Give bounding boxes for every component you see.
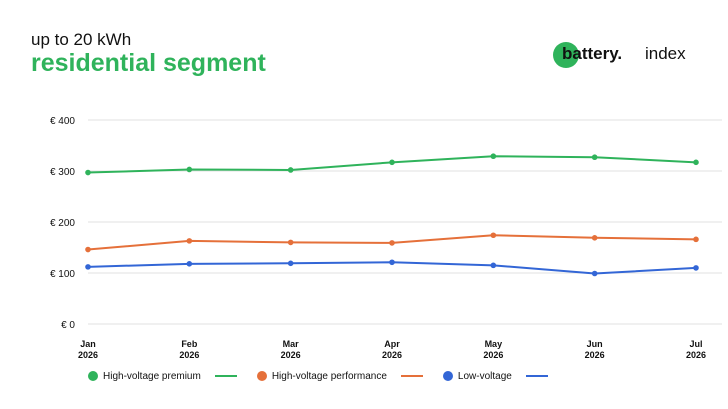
data-point bbox=[85, 264, 91, 270]
data-point bbox=[591, 270, 598, 277]
chart-legend: High-voltage premium High-voltage perform… bbox=[88, 368, 568, 384]
data-point bbox=[85, 246, 91, 253]
y-tick-label: € 400 bbox=[50, 116, 75, 127]
x-tick-month: Feb bbox=[181, 339, 198, 349]
data-point bbox=[85, 169, 91, 176]
brand-index: index bbox=[645, 44, 686, 63]
chart-title: residential segment bbox=[31, 49, 266, 77]
brand-dot-icon bbox=[553, 42, 579, 68]
legend-label: Low-voltage bbox=[457, 370, 512, 382]
legend-dot-icon bbox=[88, 371, 98, 381]
x-tick-month: Jan bbox=[80, 339, 96, 349]
legend-line-icon bbox=[214, 375, 237, 377]
x-tick-year: 2026 bbox=[179, 350, 199, 360]
x-tick-year: 2026 bbox=[382, 350, 402, 360]
data-point bbox=[693, 159, 699, 166]
data-point bbox=[186, 166, 193, 173]
data-point bbox=[389, 259, 395, 266]
brand-word: battery. bbox=[562, 44, 623, 63]
x-tick-month: Apr bbox=[384, 339, 400, 349]
data-point bbox=[693, 236, 699, 243]
x-tick-year: 2026 bbox=[686, 350, 706, 360]
legend-label: High-voltage premium bbox=[103, 370, 201, 382]
x-tick-year: 2026 bbox=[585, 350, 605, 360]
legend-line-icon bbox=[525, 375, 548, 377]
legend-item: Low-voltage bbox=[442, 370, 548, 382]
legend-line-icon bbox=[400, 375, 423, 377]
y-tick-label: € 300 bbox=[50, 167, 75, 178]
data-point bbox=[490, 232, 497, 239]
legend-dot-icon bbox=[256, 371, 267, 381]
x-tick-year: 2026 bbox=[78, 350, 98, 360]
data-point bbox=[287, 167, 294, 173]
data-point bbox=[389, 240, 395, 246]
data-point bbox=[591, 154, 598, 161]
x-tick-year: 2026 bbox=[483, 350, 503, 360]
x-tick-month: May bbox=[485, 339, 503, 349]
data-point bbox=[186, 261, 193, 267]
data-point bbox=[186, 238, 193, 244]
y-tick-label: € 0 bbox=[61, 320, 75, 331]
brand-logo: battery. index bbox=[553, 42, 713, 68]
data-point bbox=[591, 235, 598, 241]
x-tick-month: Mar bbox=[283, 339, 300, 349]
x-tick-year: 2026 bbox=[281, 350, 301, 360]
x-tick-month: Jun bbox=[587, 339, 603, 349]
legend-label: High-voltage performance bbox=[271, 370, 387, 382]
chart-subtitle: up to 20 kWh bbox=[31, 30, 132, 49]
legend-dot-icon bbox=[442, 371, 453, 381]
data-point bbox=[287, 260, 294, 267]
data-point bbox=[490, 262, 497, 269]
data-point bbox=[389, 159, 395, 166]
data-point bbox=[490, 153, 497, 160]
x-tick-month: Jul bbox=[689, 339, 702, 349]
data-point bbox=[287, 239, 294, 246]
legend-item: High-voltage premium bbox=[88, 371, 237, 382]
legend-item: High-voltage performance bbox=[256, 370, 423, 382]
data-point bbox=[693, 265, 699, 271]
y-tick-label: € 100 bbox=[50, 269, 75, 280]
y-tick-label: € 200 bbox=[50, 218, 75, 229]
